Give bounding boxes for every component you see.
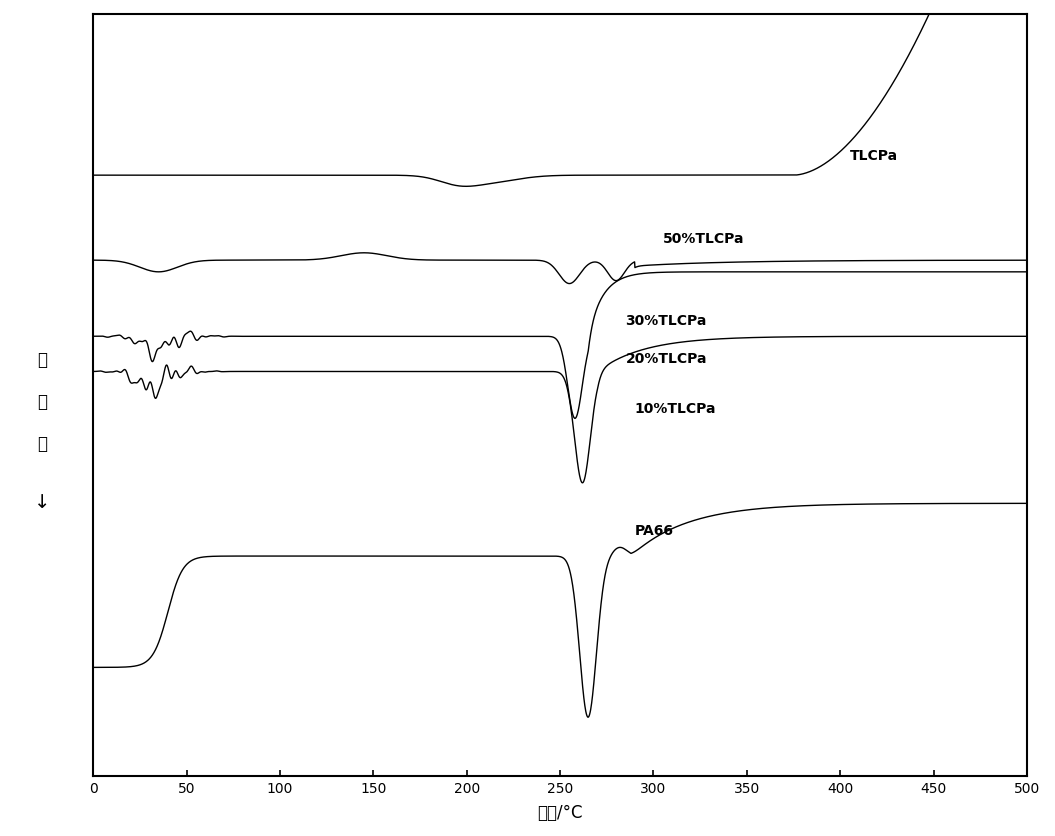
Text: ↓: ↓ xyxy=(34,492,51,511)
Text: 吸: 吸 xyxy=(37,392,47,410)
Text: 20%TLCPa: 20%TLCPa xyxy=(626,352,707,366)
X-axis label: 温度/°C: 温度/°C xyxy=(537,803,582,821)
Text: PA66: PA66 xyxy=(635,523,674,537)
Text: TLCPa: TLCPa xyxy=(849,149,898,162)
Text: 50%TLCPa: 50%TLCPa xyxy=(663,232,744,246)
Text: 热: 热 xyxy=(37,434,47,452)
Text: 一: 一 xyxy=(37,350,47,369)
Text: 30%TLCPa: 30%TLCPa xyxy=(626,314,707,328)
Text: 10%TLCPa: 10%TLCPa xyxy=(635,401,716,415)
